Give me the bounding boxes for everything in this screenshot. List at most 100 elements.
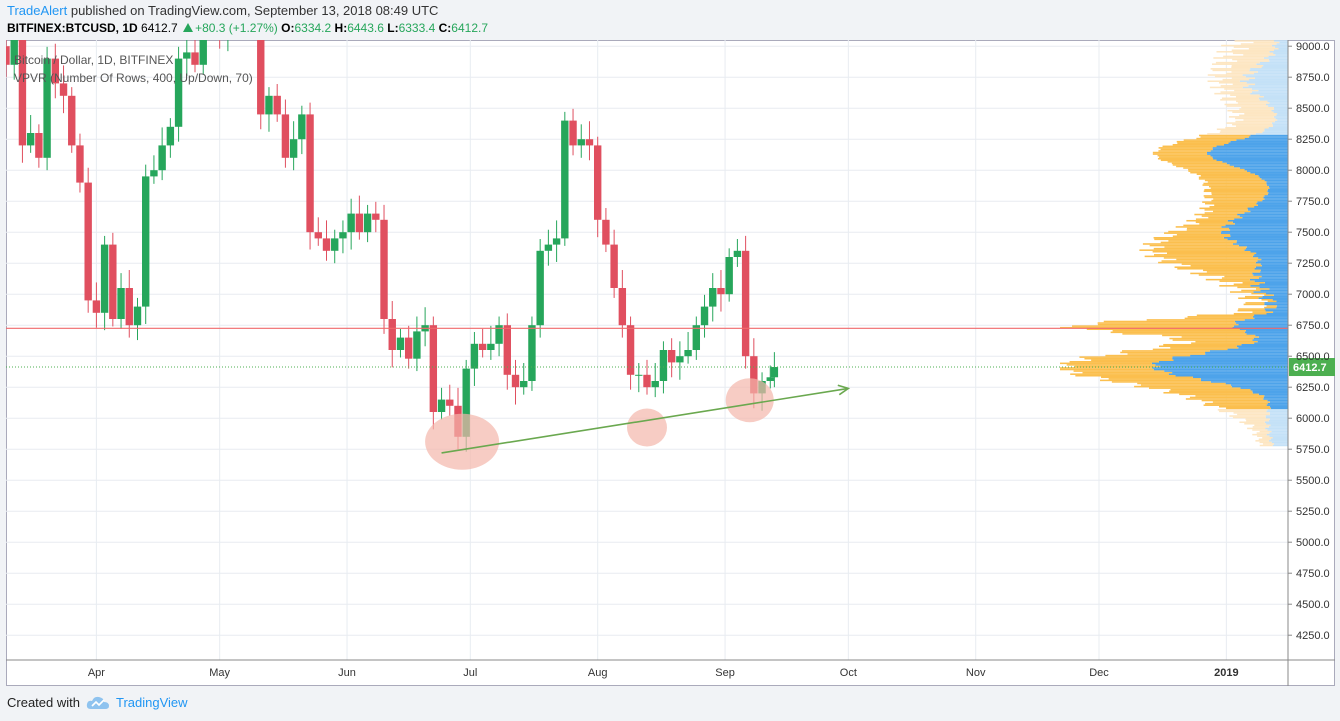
vp-up-bar <box>1234 40 1274 42</box>
vp-down-bar <box>1266 404 1288 406</box>
vp-down-bar <box>1269 412 1288 414</box>
tradingview-link[interactable]: TradingView <box>115 695 188 710</box>
vp-down-bar <box>1264 281 1288 284</box>
vp-up-bar <box>1245 302 1265 304</box>
price-chart[interactable]: 6412.7 9000.0 8750.0 8500.0 8250.0 8000.0 775… <box>6 40 1335 686</box>
vp-up-bar <box>1163 257 1259 259</box>
vp-up-bar <box>1190 272 1253 275</box>
vp-up-bar <box>1163 392 1253 394</box>
vp-up-bar <box>1060 362 1152 365</box>
vp-up-bar <box>1146 319 1245 321</box>
candle-body <box>158 145 166 171</box>
vp-down-bar <box>1228 142 1288 145</box>
vp-down-bar <box>1225 224 1288 227</box>
price-change: +80.3 (+1.27%) <box>195 21 278 35</box>
vp-down-bar <box>1245 330 1288 332</box>
vp-up-bar <box>1170 388 1251 391</box>
vp-up-bar <box>1199 207 1248 210</box>
vp-up-bar <box>1188 170 1247 172</box>
vp-up-bar <box>1243 303 1265 306</box>
vp-down-bar <box>1263 57 1288 59</box>
candle-body <box>26 133 35 146</box>
candle-body <box>117 288 125 319</box>
close-label: C: <box>438 21 452 35</box>
vp-down-bar <box>1262 131 1288 134</box>
vp-down-bar <box>1254 268 1288 270</box>
vp-up-bar <box>1196 173 1255 176</box>
vp-up-bar <box>1196 137 1245 140</box>
symbol-label: BITFINEX:BTCUSD, 1D <box>7 21 138 35</box>
vp-down-bar <box>1260 269 1288 272</box>
vp-down-bar <box>1226 162 1288 165</box>
candle-body <box>626 325 635 375</box>
vp-down-bar <box>1268 126 1288 129</box>
vp-up-bar <box>1262 436 1273 439</box>
vp-up-bar <box>1203 195 1265 197</box>
vp-up-bar <box>1073 370 1165 372</box>
vp-up-bar <box>1189 396 1264 399</box>
vp-up-bar <box>1206 271 1261 273</box>
vp-up-bar <box>1176 258 1262 261</box>
vp-up-bar <box>1209 86 1243 89</box>
vp-down-bar <box>1269 432 1288 434</box>
candle-body <box>561 120 569 239</box>
vp-down-bar <box>1230 229 1288 231</box>
vp-up-bar <box>1186 229 1231 231</box>
candle-body <box>265 95 273 115</box>
candle-body <box>643 374 651 388</box>
vp-down-bar <box>1229 164 1288 166</box>
vp-down-bar <box>1265 415 1288 417</box>
vp-down-bar <box>1263 196 1288 199</box>
vp-down-bar <box>1234 218 1288 220</box>
vp-down-bar <box>1258 97 1288 100</box>
vp-down-bar <box>1221 230 1288 233</box>
vp-down-bar <box>1272 299 1288 301</box>
candle-body <box>495 325 503 344</box>
vp-up-bar <box>1190 264 1262 267</box>
candle-body <box>298 114 306 140</box>
vp-down-bar <box>1192 376 1288 379</box>
vp-down-bar <box>1264 303 1288 306</box>
candle-body <box>478 343 487 350</box>
vp-up-bar <box>1174 266 1256 269</box>
vp-up-bar <box>1183 167 1240 169</box>
vp-up-bar <box>1060 368 1154 371</box>
vp-down-bar <box>1272 436 1288 439</box>
vp-down-bar <box>1246 82 1288 84</box>
vp-down-bar <box>1269 51 1288 53</box>
vp-up-bar <box>1262 443 1274 445</box>
vp-down-bar <box>1277 119 1288 121</box>
vp-down-bar <box>1253 291 1288 293</box>
vp-down-bar <box>1273 111 1288 114</box>
vp-down-bar <box>1267 190 1288 193</box>
vp-up-bar <box>1086 328 1240 331</box>
vp-down-bar <box>1250 134 1288 137</box>
vp-up-bar <box>1199 134 1251 137</box>
vp-down-bar <box>1270 424 1288 427</box>
vp-up-bar <box>1157 154 1211 157</box>
vp-down-bar <box>1267 409 1288 411</box>
author-name[interactable]: TradeAlert <box>7 3 68 18</box>
vp-up-bar <box>1224 275 1262 278</box>
vp-down-bar <box>1230 235 1288 238</box>
candle-body <box>717 288 725 295</box>
vp-down-bar <box>1276 305 1288 307</box>
vp-down-bar <box>1259 283 1288 286</box>
vp-down-bar <box>1233 165 1288 168</box>
candle-body <box>610 244 618 288</box>
vp-down-bar <box>1249 278 1288 281</box>
vp-down-bar <box>1236 345 1288 348</box>
vp-down-bar <box>1164 370 1288 372</box>
vp-down-bar <box>1252 255 1288 258</box>
vp-up-bar <box>1112 330 1246 332</box>
vp-down-bar <box>1265 416 1288 419</box>
vp-up-bar <box>1075 374 1176 377</box>
vp-up-bar <box>1208 185 1269 188</box>
y-tick-label: 8000.0 <box>1296 165 1330 177</box>
vp-up-bar <box>1237 413 1270 416</box>
vp-down-bar <box>1172 356 1288 358</box>
vp-up-bar <box>1140 384 1231 386</box>
vp-up-bar <box>1259 441 1272 444</box>
vp-down-bar <box>1274 108 1288 110</box>
vp-down-bar <box>1270 407 1288 410</box>
